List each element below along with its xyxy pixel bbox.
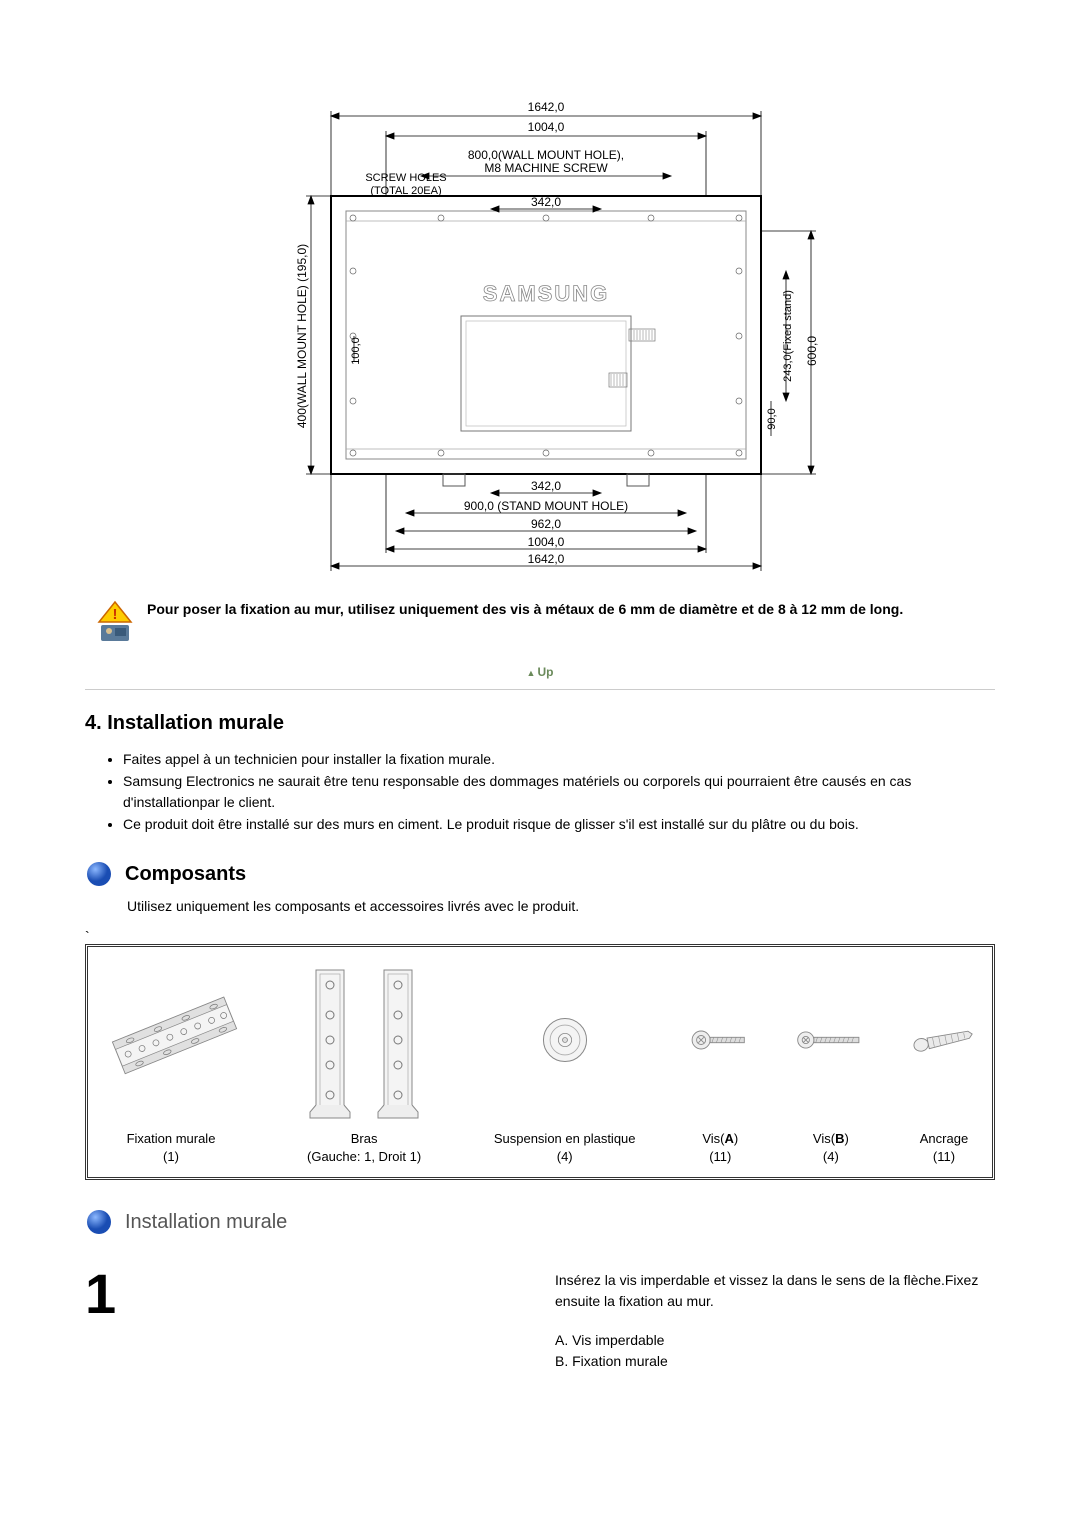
composants-intro: Utilisez uniquement les composants et ac… bbox=[127, 898, 995, 914]
installation-subheading: Installation murale bbox=[125, 1211, 287, 1234]
svg-text:1004,0: 1004,0 bbox=[528, 120, 565, 134]
divider bbox=[85, 689, 995, 690]
svg-text:400(WALL MOUNT HOLE) (195,0): 400(WALL MOUNT HOLE) (195,0) bbox=[295, 244, 309, 428]
stray-char: ` bbox=[85, 928, 90, 944]
step-text: Insérez la vis imperdable et vissez la d… bbox=[555, 1266, 995, 1372]
up-link-label: Up bbox=[537, 665, 553, 679]
component-label: Ancrage bbox=[904, 1130, 984, 1148]
component-image-visa bbox=[683, 957, 758, 1122]
component-image-visb bbox=[793, 957, 868, 1122]
bullet-item: Samsung Electronics ne saurait être tenu… bbox=[123, 771, 995, 812]
component-qty: (11) bbox=[904, 1148, 984, 1166]
component-cell-visb: Vis(B) (4) bbox=[793, 957, 868, 1165]
component-image-bras bbox=[282, 957, 447, 1122]
step-number: 1 bbox=[85, 1266, 125, 1322]
component-cell-bras: Bras (Gauche: 1, Droit 1) bbox=[282, 957, 447, 1165]
composants-heading-row: Composants bbox=[85, 860, 995, 888]
mounting-dimensions-diagram: SAMSUNG 1642,0 1004,0 bbox=[210, 60, 870, 570]
step-paragraph: Insérez la vis imperdable et vissez la d… bbox=[555, 1270, 995, 1312]
component-label: Vis(B) bbox=[793, 1130, 868, 1148]
component-cell-suspension: Suspension en plastique (4) bbox=[482, 957, 647, 1165]
step-list-b: B. Fixation murale bbox=[555, 1351, 995, 1372]
svg-text:M8 MACHINE SCREW: M8 MACHINE SCREW bbox=[484, 161, 608, 175]
component-qty: (4) bbox=[482, 1148, 647, 1166]
component-label: Fixation murale bbox=[96, 1130, 246, 1148]
component-label: Suspension en plastique bbox=[482, 1130, 647, 1148]
components-table: Fixation murale (1) bbox=[85, 944, 995, 1180]
component-image-fixation bbox=[96, 957, 246, 1122]
bullet-item: Ce produit doit être installé sur des mu… bbox=[123, 814, 995, 834]
svg-text:1642,0: 1642,0 bbox=[528, 552, 565, 566]
svg-text:342,0: 342,0 bbox=[531, 195, 561, 209]
svg-text:962,0: 962,0 bbox=[531, 517, 561, 531]
up-triangle-icon: ▲ bbox=[527, 668, 536, 678]
step-list-a: A. Vis imperdable bbox=[555, 1330, 995, 1351]
installation-subheading-row: Installation murale bbox=[85, 1208, 995, 1236]
svg-text:100,0: 100,0 bbox=[350, 337, 362, 365]
component-label: Bras bbox=[282, 1130, 447, 1148]
up-link[interactable]: ▲Up bbox=[527, 665, 554, 679]
svg-text:600,0: 600,0 bbox=[805, 336, 819, 366]
bullet-sphere-icon bbox=[85, 1208, 113, 1236]
svg-text:243,0(Fixed stand): 243,0(Fixed stand) bbox=[782, 290, 794, 382]
composants-heading: Composants bbox=[125, 863, 246, 886]
section-4-title: 4. Installation murale bbox=[85, 712, 995, 735]
brand-text: SAMSUNG bbox=[483, 281, 609, 306]
svg-text:1004,0: 1004,0 bbox=[528, 535, 565, 549]
component-label: Vis(A) bbox=[683, 1130, 758, 1148]
component-qty: (4) bbox=[793, 1148, 868, 1166]
warning-icon: ! bbox=[95, 600, 135, 647]
svg-text:342,0: 342,0 bbox=[531, 479, 561, 493]
component-image-suspension bbox=[482, 957, 647, 1122]
component-qty: (Gauche: 1, Droit 1) bbox=[282, 1148, 447, 1166]
component-cell-fixation: Fixation murale (1) bbox=[96, 957, 246, 1165]
component-image-ancrage bbox=[904, 957, 984, 1122]
svg-text:(TOTAL 20EA): (TOTAL 20EA) bbox=[370, 185, 441, 197]
svg-text:!: ! bbox=[113, 606, 118, 623]
svg-text:90,0: 90,0 bbox=[766, 408, 778, 429]
svg-text:900,0 (STAND MOUNT HOLE): 900,0 (STAND MOUNT HOLE) bbox=[464, 499, 628, 513]
component-cell-visa: Vis(A) (11) bbox=[683, 957, 758, 1165]
warning-note: ! Pour poser la fixation au mur, utilise… bbox=[85, 600, 995, 657]
component-qty: (1) bbox=[96, 1148, 246, 1166]
svg-text:SCREW HOLES: SCREW HOLES bbox=[365, 172, 446, 184]
bullet-sphere-icon bbox=[85, 860, 113, 888]
step-1-row: 1 Insérez la vis imperdable et vissez la… bbox=[85, 1266, 995, 1372]
section-4-bullets: Faites appel à un technicien pour instal… bbox=[123, 749, 995, 834]
component-cell-ancrage: Ancrage (11) bbox=[904, 957, 984, 1165]
component-qty: (11) bbox=[683, 1148, 758, 1166]
svg-text:800,0(WALL MOUNT HOLE),: 800,0(WALL MOUNT HOLE), bbox=[468, 148, 624, 162]
warning-text: Pour poser la fixation au mur, utilisez … bbox=[147, 600, 903, 620]
up-link-container: ▲Up bbox=[85, 663, 995, 679]
svg-text:1642,0: 1642,0 bbox=[528, 100, 565, 114]
bullet-item: Faites appel à un technicien pour instal… bbox=[123, 749, 995, 769]
